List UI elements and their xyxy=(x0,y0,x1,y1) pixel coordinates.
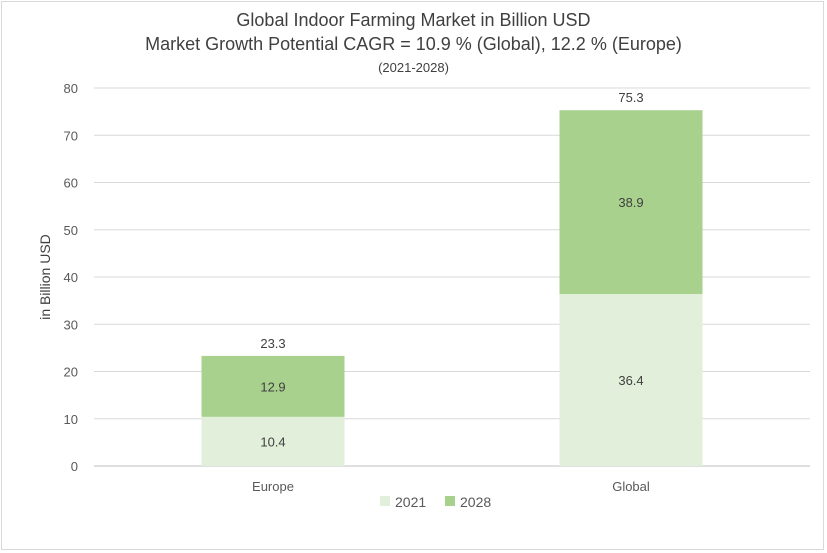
bar-global-2028 xyxy=(559,110,703,295)
bar-global-2021 xyxy=(559,294,703,466)
chart-title: Global Indoor Farming Market in Billion … xyxy=(236,10,591,30)
y-tick-label-0: 0 xyxy=(71,459,78,474)
chart-subtitle-years: (2021-2028) xyxy=(378,60,449,75)
y-tick-label-60: 60 xyxy=(64,176,78,191)
legend-label-2028: 2028 xyxy=(460,494,491,510)
x-category-label-europe: Europe xyxy=(252,479,294,494)
data-label-europe-2028: 12.9 xyxy=(260,379,285,394)
y-tick-label-40: 40 xyxy=(64,270,78,285)
chart-title-block: Global Indoor Farming Market in Billion … xyxy=(0,8,827,78)
y-tick-label-10: 10 xyxy=(64,412,78,427)
legend-swatch-2021 xyxy=(380,496,390,506)
total-label-europe: 23.3 xyxy=(260,336,285,351)
x-category-label-global: Global xyxy=(612,479,650,494)
bar-europe-2021 xyxy=(201,416,345,466)
data-label-global-2021: 36.4 xyxy=(618,373,643,388)
data-label-europe-2021: 10.4 xyxy=(260,434,285,449)
y-tick-label-30: 30 xyxy=(64,317,78,332)
total-label-global: 75.3 xyxy=(618,90,643,105)
data-label-global-2028: 38.9 xyxy=(618,195,643,210)
y-tick-label-50: 50 xyxy=(64,223,78,238)
chart-subtitle: Market Growth Potential CAGR = 10.9 % (G… xyxy=(145,34,682,54)
legend-label-2021: 2021 xyxy=(395,494,426,510)
y-tick-label-70: 70 xyxy=(64,128,78,143)
y-axis-label: in Billion USD xyxy=(37,234,53,320)
bar-europe-2028 xyxy=(201,355,345,417)
y-tick-label-80: 80 xyxy=(64,81,78,96)
y-tick-label-20: 20 xyxy=(64,365,78,380)
legend-swatch-2028 xyxy=(445,496,455,506)
